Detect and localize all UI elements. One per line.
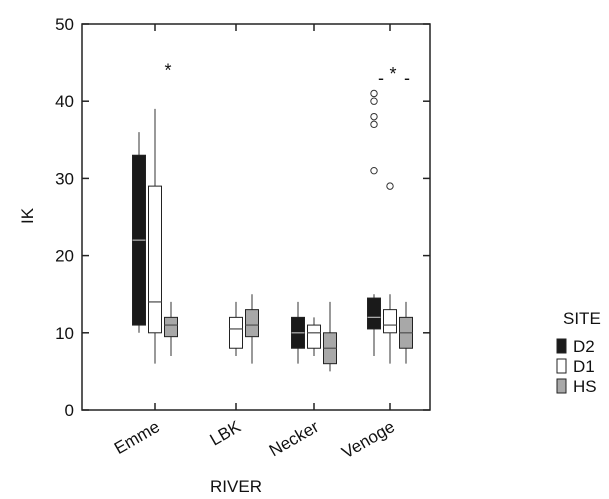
y-tick-label: 40 — [55, 92, 74, 111]
x-category-label: Emme — [111, 417, 163, 458]
legend-label-d1: D1 — [573, 357, 595, 376]
box-d2 — [367, 297, 381, 330]
y-axis-title: IK — [18, 207, 37, 224]
significance-marker: * — [389, 64, 396, 84]
outlier-point — [370, 97, 378, 105]
box-hs — [164, 316, 178, 338]
significance-annotations: * - * - — [164, 60, 410, 88]
outlier-point — [370, 112, 378, 121]
significance-marker: * — [164, 60, 171, 80]
x-category-label: Necker — [266, 417, 322, 461]
box-d1 — [148, 185, 162, 334]
x-category-label: Venoge — [339, 417, 398, 462]
outlier-point — [370, 120, 378, 129]
outlier-point — [386, 182, 394, 190]
legend-label-d2: D2 — [573, 337, 595, 356]
box-d1 — [307, 324, 321, 349]
y-tick-label: 0 — [65, 401, 74, 420]
outlier-point — [370, 89, 378, 98]
legend-label-hs: HS — [573, 377, 597, 396]
box-series — [132, 89, 413, 372]
y-axis: 0 10 20 30 40 50 — [55, 15, 430, 420]
legend-title: SITE — [563, 309, 601, 328]
legend-swatch-d2 — [556, 338, 567, 354]
box-hs — [245, 309, 259, 338]
significance-marker: - — [404, 68, 410, 88]
box-d1 — [383, 309, 397, 334]
y-tick-label: 50 — [55, 15, 74, 34]
y-tick-label: 30 — [55, 169, 74, 188]
legend-swatch-d1 — [556, 358, 567, 374]
x-axis-title: RIVER — [210, 477, 262, 496]
x-category-label: LBK — [207, 417, 245, 450]
plot-frame — [81, 23, 431, 411]
significance-marker: - — [378, 68, 384, 88]
y-tick-label: 20 — [55, 247, 74, 266]
outlier-point — [370, 166, 378, 175]
y-tick-label: 10 — [55, 324, 74, 343]
legend-swatch-hs — [556, 378, 567, 394]
box-d1 — [229, 316, 243, 349]
